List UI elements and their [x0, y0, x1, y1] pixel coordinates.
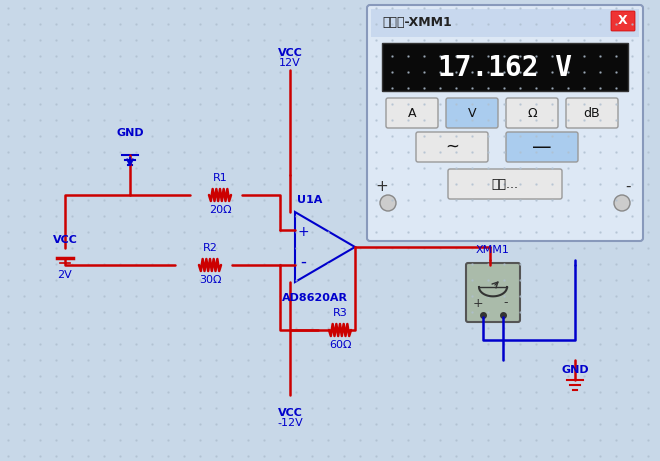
Text: -12V: -12V [277, 418, 303, 428]
Text: +: + [473, 296, 483, 309]
Text: +: + [376, 178, 388, 194]
Text: -: - [300, 253, 306, 271]
Text: 17.162 V: 17.162 V [438, 54, 572, 82]
Text: R1: R1 [213, 173, 228, 183]
Text: V: V [468, 106, 477, 119]
Text: X: X [618, 14, 628, 28]
Text: 12V: 12V [279, 58, 301, 68]
Text: VCC: VCC [278, 48, 302, 58]
Text: dB: dB [583, 106, 601, 119]
FancyBboxPatch shape [566, 98, 618, 128]
FancyBboxPatch shape [373, 11, 643, 241]
Text: Ω: Ω [527, 106, 537, 119]
Text: GND: GND [116, 128, 144, 138]
Text: A: A [408, 106, 416, 119]
Text: R2: R2 [203, 243, 217, 253]
Text: AD8620AR: AD8620AR [282, 293, 348, 303]
Text: 万用表-XMM1: 万用表-XMM1 [382, 17, 451, 30]
Text: —: — [532, 137, 552, 156]
Text: 设置...: 设置... [492, 177, 519, 190]
Text: 60Ω: 60Ω [329, 340, 351, 350]
Text: -: - [625, 178, 631, 194]
FancyBboxPatch shape [506, 98, 558, 128]
Text: GND: GND [561, 365, 589, 375]
Text: 2V: 2V [57, 270, 73, 280]
Circle shape [614, 195, 630, 211]
Text: -: - [504, 296, 508, 309]
Bar [382, 43, 628, 91]
Text: R3: R3 [333, 308, 347, 318]
FancyBboxPatch shape [416, 132, 488, 162]
FancyBboxPatch shape [448, 169, 562, 199]
Circle shape [380, 195, 396, 211]
FancyBboxPatch shape [446, 98, 498, 128]
Text: XMM1: XMM1 [476, 245, 510, 255]
Text: 30Ω: 30Ω [199, 275, 221, 285]
Text: VCC: VCC [53, 235, 77, 245]
Text: ~: ~ [445, 138, 459, 156]
FancyBboxPatch shape [386, 98, 438, 128]
Text: 20Ω: 20Ω [209, 205, 231, 215]
Text: +: + [297, 225, 309, 239]
FancyBboxPatch shape [367, 5, 643, 241]
FancyBboxPatch shape [506, 132, 578, 162]
Bar [371, 9, 639, 37]
FancyBboxPatch shape [611, 11, 635, 31]
Text: U1A: U1A [297, 195, 323, 205]
Text: VCC: VCC [278, 408, 302, 418]
FancyBboxPatch shape [466, 263, 520, 322]
